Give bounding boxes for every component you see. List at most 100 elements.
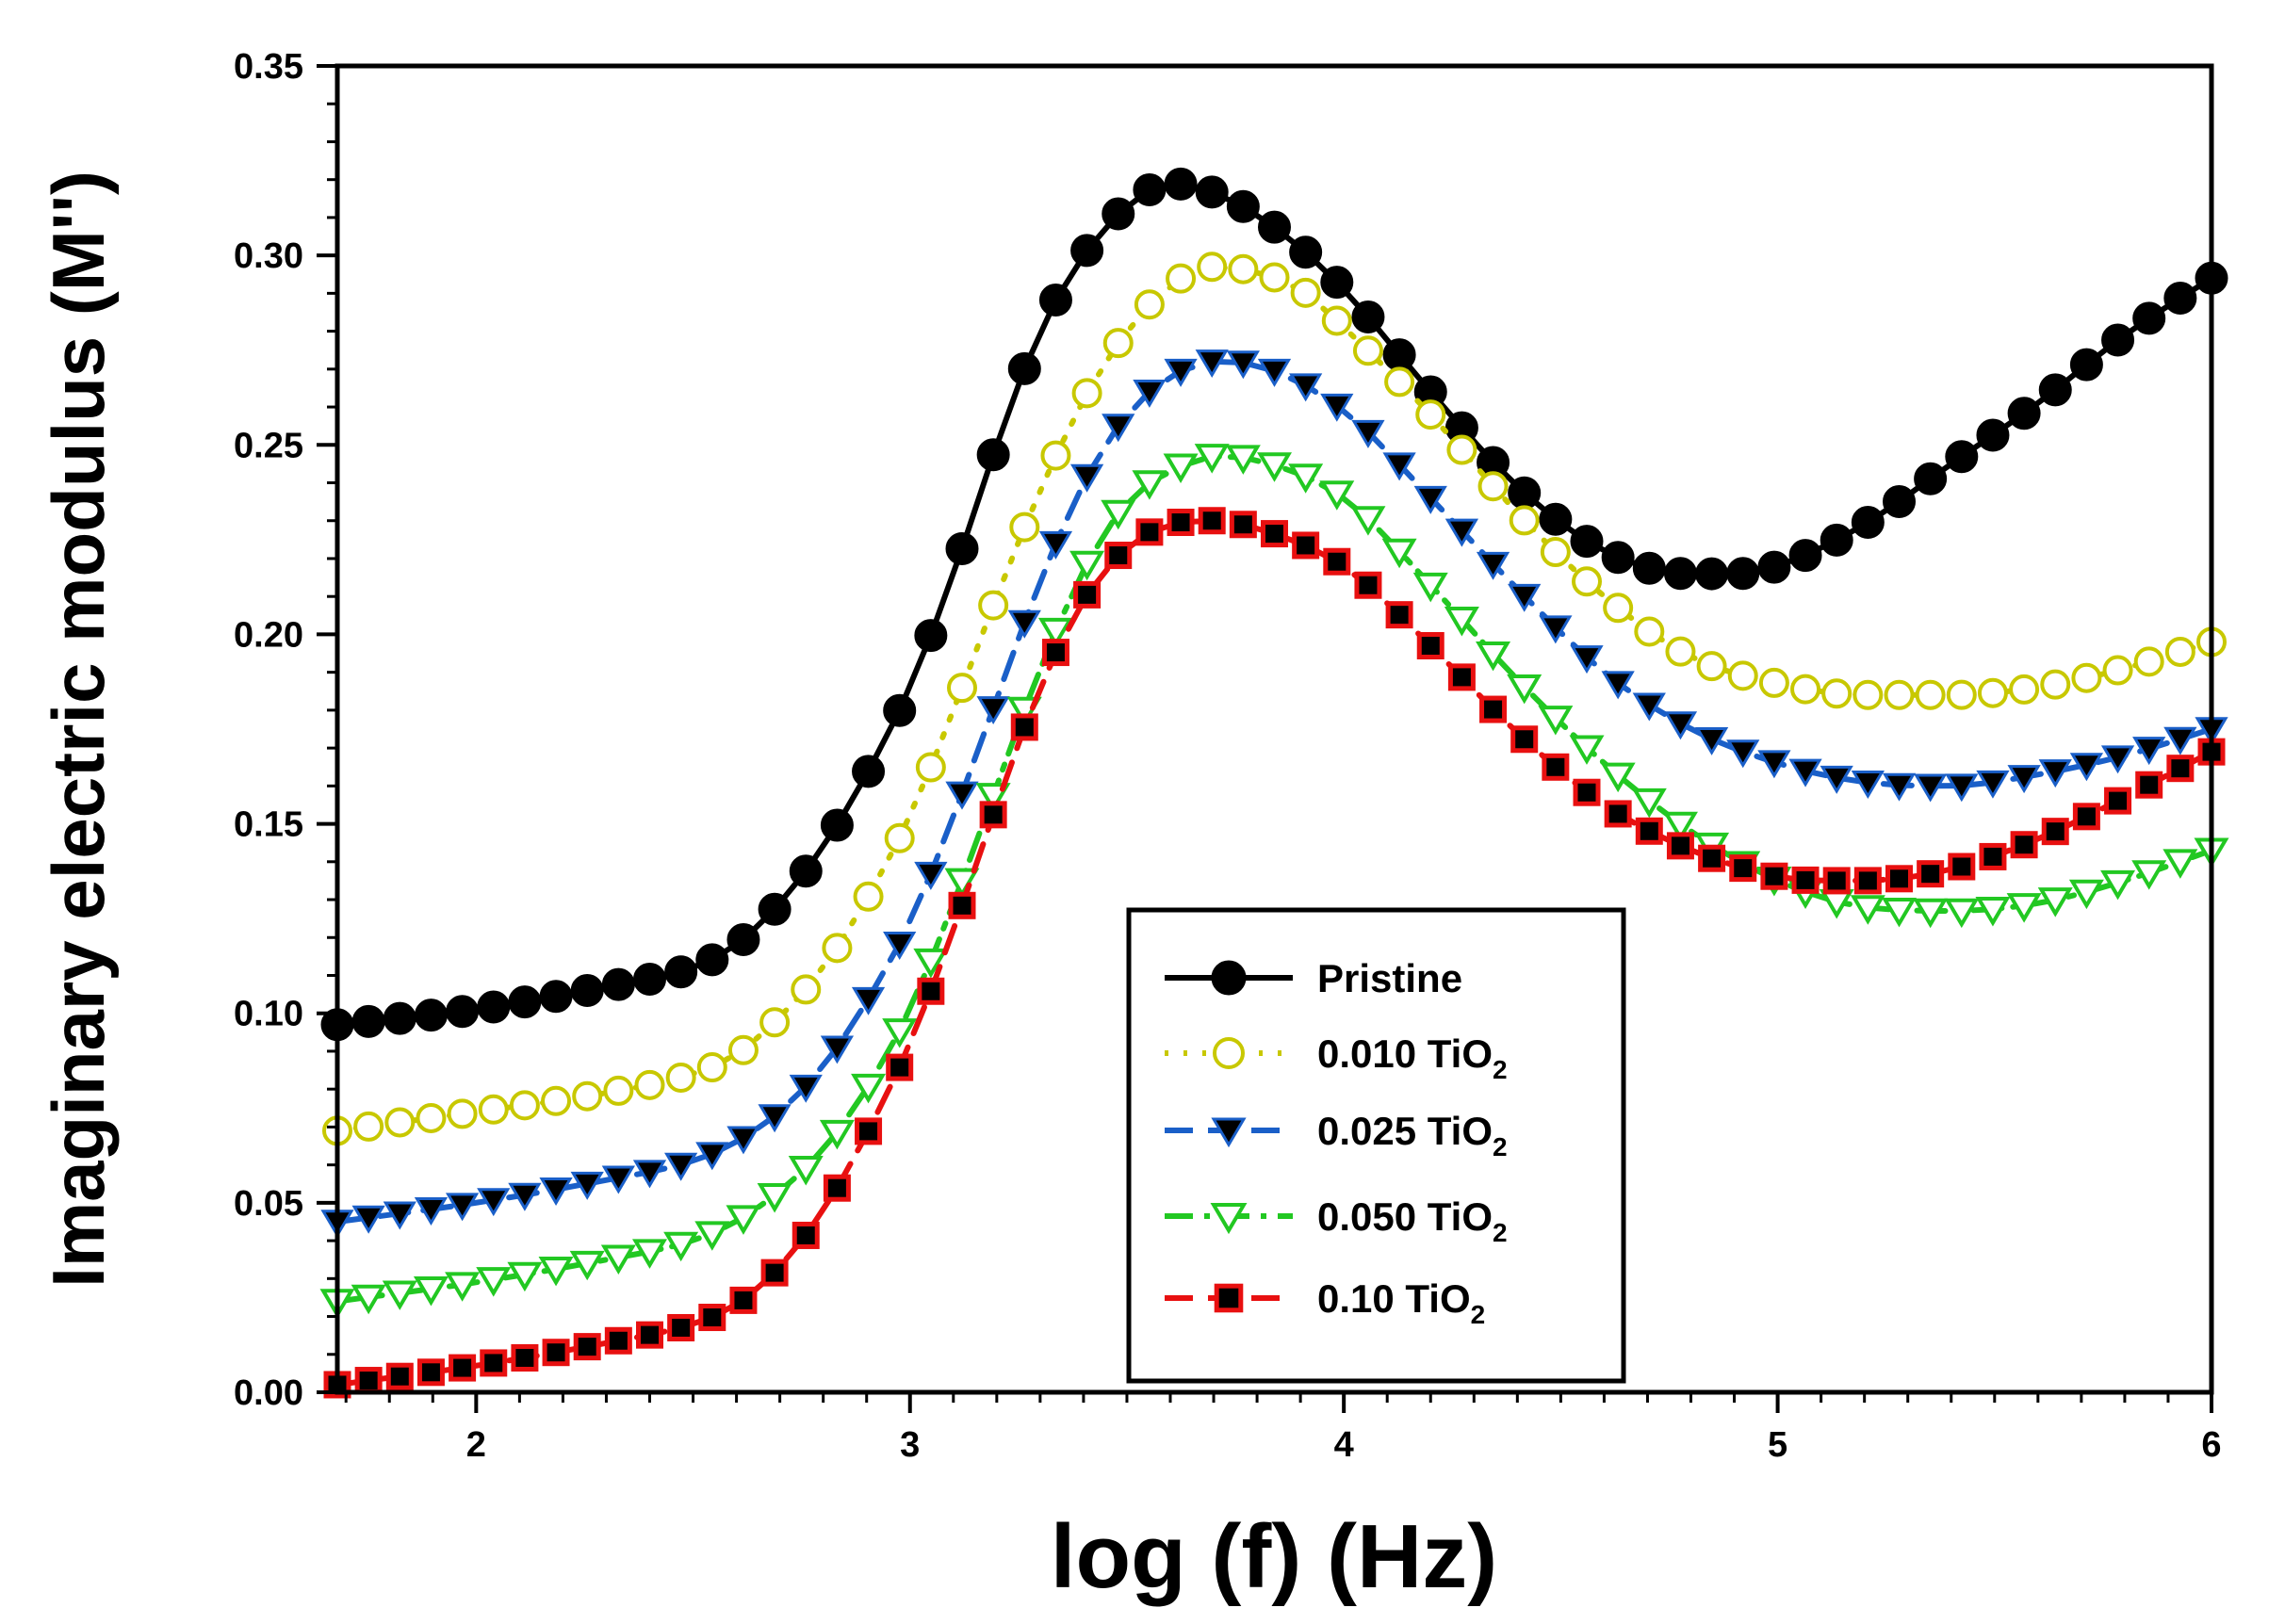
data-point xyxy=(414,1197,449,1226)
data-point xyxy=(1476,551,1510,580)
x-tick-label: 3 xyxy=(900,1425,920,1465)
x-tick-label: 4 xyxy=(1334,1425,1354,1465)
data-point xyxy=(353,1111,384,1142)
data-point xyxy=(2069,348,2103,382)
data-point xyxy=(570,1171,604,1200)
data-point xyxy=(2163,726,2197,755)
data-point xyxy=(1413,485,1447,514)
data-point xyxy=(1538,706,1574,736)
data-point xyxy=(1570,525,1604,559)
x-tick-label: 2 xyxy=(466,1425,486,1465)
data-point xyxy=(1444,518,1479,547)
data-point xyxy=(1290,277,1321,308)
data-point xyxy=(2101,323,2135,357)
data-point xyxy=(1694,726,1729,755)
data-point xyxy=(604,1326,632,1355)
data-point xyxy=(477,990,511,1024)
data-point xyxy=(1539,615,1573,644)
data-point xyxy=(351,1004,385,1038)
data-point xyxy=(2133,646,2164,677)
data-point xyxy=(2100,869,2136,901)
series-layer xyxy=(319,167,2229,1399)
data-point xyxy=(1351,300,1385,334)
data-point xyxy=(1007,351,1041,385)
data-point xyxy=(792,1221,820,1249)
data-point xyxy=(1569,735,1605,765)
data-point xyxy=(1041,639,1069,667)
data-point xyxy=(636,1321,663,1349)
data-point xyxy=(820,1035,855,1064)
data-point xyxy=(1382,452,1416,481)
data-point xyxy=(1944,898,1980,929)
data-point xyxy=(383,1201,416,1230)
data-point xyxy=(1446,434,1477,465)
y-tick-label: 0.20 xyxy=(234,615,303,655)
data-point xyxy=(1851,771,1885,799)
data-point xyxy=(1009,512,1040,543)
data-point xyxy=(2007,765,2041,794)
data-point xyxy=(2009,674,2040,705)
data-point xyxy=(882,1018,918,1048)
data-point xyxy=(1600,762,1636,793)
data-point xyxy=(1976,418,2010,452)
data-point xyxy=(509,1090,540,1121)
data-point xyxy=(1102,197,1135,231)
data-point xyxy=(1069,463,1104,493)
data-point xyxy=(1729,854,1757,883)
series-0 xyxy=(320,167,2228,1042)
data-point xyxy=(539,1177,573,1206)
data-point xyxy=(416,1102,447,1133)
data-point xyxy=(477,1188,511,1217)
data-point xyxy=(1323,547,1351,576)
data-point xyxy=(948,891,976,919)
data-point xyxy=(913,948,949,979)
y-tick-label: 0.00 xyxy=(234,1373,303,1413)
data-point xyxy=(1663,557,1697,591)
data-point xyxy=(1758,667,1789,698)
data-point xyxy=(569,1250,605,1281)
data-point xyxy=(757,1183,792,1213)
data-point xyxy=(445,1272,481,1302)
data-point xyxy=(853,881,884,912)
data-point xyxy=(976,438,1010,472)
data-point xyxy=(446,995,480,1029)
y-tick-label: 0.15 xyxy=(234,805,303,845)
data-point xyxy=(508,1182,542,1211)
data-point xyxy=(2132,737,2166,766)
y-tick-label: 0.35 xyxy=(234,47,303,87)
data-point xyxy=(1603,593,1634,624)
data-point xyxy=(478,1094,509,1125)
data-point xyxy=(1167,509,1195,537)
legend-entry-0: Pristine xyxy=(1165,956,1462,1000)
data-point xyxy=(573,1333,601,1361)
data-point xyxy=(1509,505,1540,536)
y-tick-label: 0.25 xyxy=(234,426,303,465)
data-point xyxy=(1069,550,1105,581)
x-tick-label: 5 xyxy=(1768,1425,1787,1465)
data-point xyxy=(1134,289,1165,320)
data-point xyxy=(1851,506,1885,540)
data-point xyxy=(351,1284,386,1315)
data-point xyxy=(2100,745,2135,774)
series-2 xyxy=(320,349,2228,1239)
data-point xyxy=(1882,897,1917,928)
data-point xyxy=(696,1052,727,1083)
data-point xyxy=(667,1313,695,1341)
data-point xyxy=(1382,338,1416,372)
legend-entry-1: 0.010 TiO2 xyxy=(1165,1031,1508,1084)
data-point xyxy=(883,931,917,960)
legend-label: Pristine xyxy=(1317,956,1462,1000)
data-point xyxy=(1289,373,1323,402)
data-point xyxy=(2071,662,2102,693)
data-point xyxy=(1913,898,1949,929)
data-point xyxy=(2038,373,2072,407)
data-point xyxy=(1948,853,1976,881)
data-point xyxy=(1634,616,1665,647)
data-point xyxy=(886,1053,914,1081)
data-point xyxy=(2069,753,2104,782)
data-point xyxy=(383,1001,416,1035)
data-point xyxy=(1604,800,1632,828)
data-point xyxy=(1788,758,1822,788)
data-point xyxy=(1226,350,1260,380)
